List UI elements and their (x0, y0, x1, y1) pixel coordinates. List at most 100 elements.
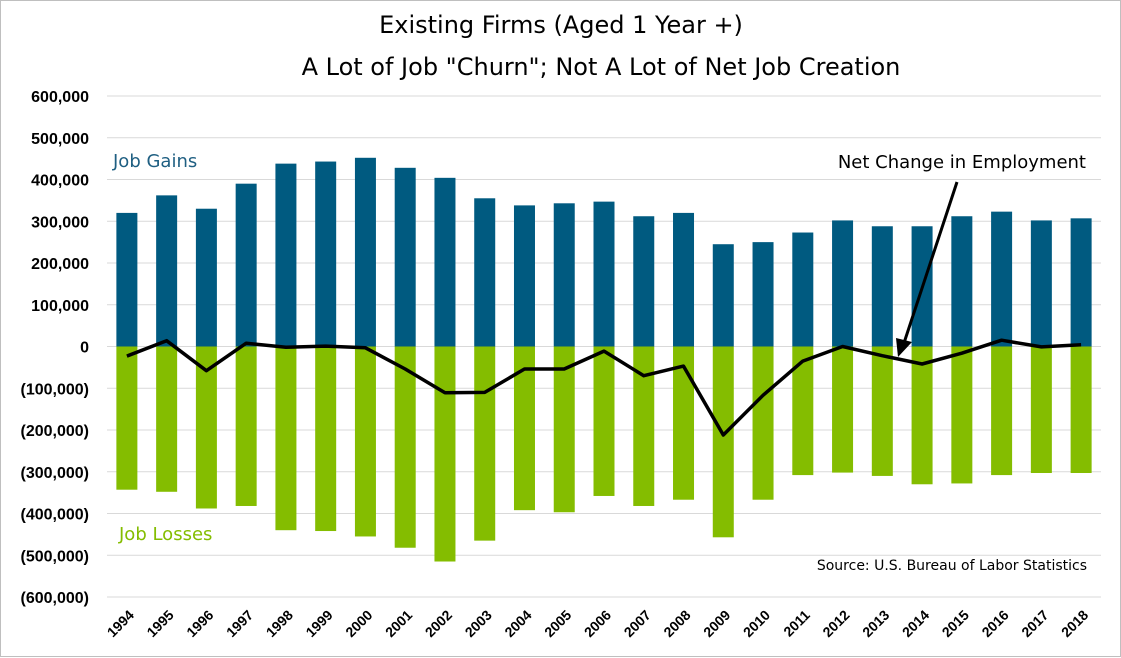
y-tick-label: (300,000) (21, 465, 90, 482)
job-gains-bar (275, 163, 297, 347)
y-tick-label: (600,000) (21, 590, 90, 607)
x-tick-label: 2011 (780, 607, 813, 640)
job-gains-bar (513, 205, 535, 347)
annotations: Job Gains Job Losses Net Change in Emplo… (112, 151, 1087, 574)
job-losses-bar (832, 346, 854, 473)
job-losses-bar (792, 346, 814, 476)
job-gains-bar (593, 201, 615, 347)
x-tick-label: 2013 (859, 607, 892, 640)
job-losses-bar (434, 346, 456, 562)
y-tick-label: (500,000) (21, 548, 90, 565)
chart-title-line-1: Existing Firms (Aged 1 Year +) (379, 11, 743, 39)
job-losses-bar (315, 346, 337, 532)
job-gains-bar (951, 216, 973, 347)
net-change-label: Net Change in Employment (838, 152, 1086, 173)
job-losses-bar (633, 346, 655, 506)
job-gains-bar (474, 198, 496, 347)
y-tick-label: 0 (80, 340, 89, 357)
job-gains-bar (871, 226, 893, 347)
y-axis-tick-labels: 600,000 500,000 400,000 300,000 200,000 100,0… (21, 89, 90, 607)
job-losses-bar (275, 346, 297, 531)
x-tick-label: 2012 (819, 607, 852, 640)
x-tick-label: 2005 (541, 607, 574, 640)
job-losses-bar (911, 346, 933, 485)
job-gains-bar (354, 157, 376, 347)
x-tick-label: 2015 (939, 607, 972, 640)
job-gains-bar (712, 244, 734, 347)
job-losses-bar (394, 346, 416, 548)
job-gains-bar (235, 183, 257, 347)
job-losses-bar (1030, 346, 1052, 474)
x-tick-label: 2000 (342, 607, 375, 640)
job-gains-label: Job Gains (112, 151, 197, 172)
job-gains-bar (752, 242, 774, 347)
job-gains-bar (832, 220, 854, 347)
job-losses-bar (871, 346, 893, 476)
net-change-line-layer (126, 338, 1082, 437)
bars (116, 157, 1092, 562)
chart-title: Existing Firms (Aged 1 Year +) A Lot of … (302, 11, 901, 81)
y-tick-label: (400,000) (21, 507, 90, 524)
x-tick-label: 1998 (263, 607, 296, 640)
net-change-line (126, 338, 1082, 437)
job-losses-bar (156, 346, 178, 492)
x-tick-label: 2002 (422, 607, 455, 640)
source-note: Source: U.S. Bureau of Labor Statistics (817, 558, 1087, 574)
job-losses-bar (195, 346, 217, 509)
job-losses-label: Job Losses (118, 524, 212, 545)
net-change-arrow-shaft (901, 181, 959, 347)
y-tick-label: 200,000 (31, 256, 89, 273)
x-axis-tick-labels: 1994 1995 1996 1997 1998 1999 2000 2001 2002 2003… (104, 607, 1092, 640)
job-gains-bar (116, 212, 138, 347)
x-tick-label: 2007 (621, 607, 654, 640)
job-losses-bar (673, 346, 695, 500)
job-gains-bar (991, 211, 1013, 347)
job-losses-bar (553, 346, 575, 513)
job-gains-bar (673, 212, 695, 347)
job-losses-bar (116, 346, 138, 490)
x-tick-label: 2001 (382, 607, 415, 640)
x-tick-label: 2016 (978, 607, 1011, 640)
job-losses-bar (991, 346, 1013, 476)
x-tick-label: 2017 (1018, 607, 1051, 640)
job-losses-bar (951, 346, 973, 484)
y-tick-label: 400,000 (31, 173, 89, 190)
y-tick-label: 500,000 (31, 131, 89, 148)
x-tick-label: 2009 (700, 607, 733, 640)
y-tick-label: (100,000) (21, 381, 90, 398)
x-tick-label: 1995 (143, 607, 176, 640)
x-tick-label: 2006 (581, 607, 614, 640)
job-losses-bar (752, 346, 774, 500)
job-gains-bar (792, 232, 814, 347)
y-tick-label: (200,000) (21, 423, 90, 440)
job-gains-bar (553, 203, 575, 347)
x-tick-label: 2014 (899, 607, 932, 640)
x-tick-label: 2004 (501, 607, 534, 640)
job-gains-bar (394, 167, 416, 347)
job-losses-bar (712, 346, 734, 538)
job-gains-bar (195, 208, 217, 347)
job-losses-bar (474, 346, 496, 541)
x-tick-label: 1999 (302, 607, 335, 640)
job-losses-bar (593, 346, 615, 496)
net-change-arrow-head (896, 338, 912, 357)
x-tick-label: 2018 (1058, 607, 1091, 640)
x-tick-label: 2003 (461, 607, 494, 640)
job-losses-bar (1070, 346, 1092, 474)
x-tick-label: 1994 (104, 607, 137, 640)
job-losses-bar (354, 346, 376, 537)
y-tick-label: 100,000 (31, 298, 89, 315)
job-gains-bar (1030, 220, 1052, 347)
y-tick-label: 300,000 (31, 214, 89, 231)
x-tick-label: 2008 (660, 607, 693, 640)
y-tick-label: 600,000 (31, 89, 89, 106)
job-gains-bar (1070, 218, 1092, 347)
x-tick-label: 2010 (740, 607, 773, 640)
job-losses-bar (513, 346, 535, 511)
job-gains-bar (633, 216, 655, 347)
job-gains-bar (156, 195, 178, 347)
x-tick-label: 1997 (223, 607, 256, 640)
chart-title-line-2: A Lot of Job "Churn"; Not A Lot of Net J… (302, 53, 901, 81)
